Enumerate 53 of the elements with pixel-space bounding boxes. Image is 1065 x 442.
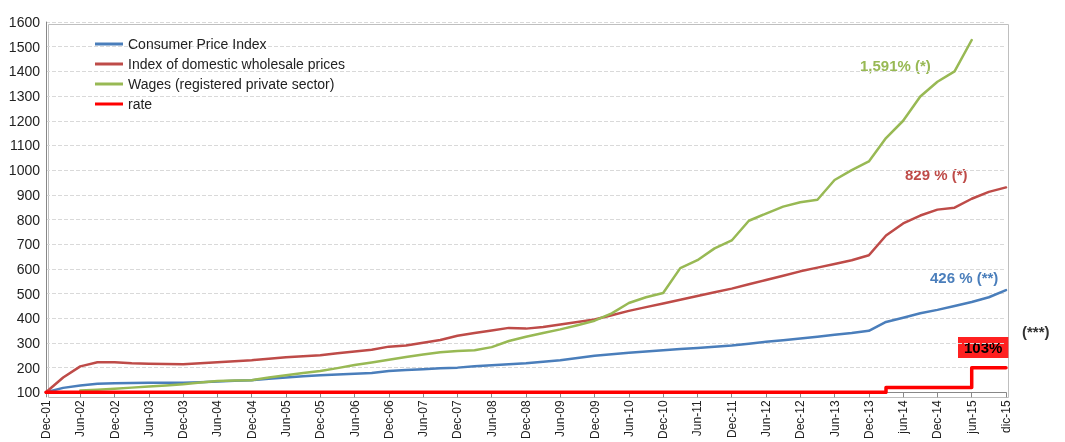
- x-tick-label: Dec-01: [39, 399, 53, 439]
- x-tick-label: Dec-13: [861, 399, 876, 439]
- annotation: 1,591% (*): [860, 57, 931, 74]
- x-tick-label: Jun-10: [621, 400, 636, 438]
- x-tick-label: Dec-10: [656, 399, 671, 439]
- x-tick-label: Dec-06: [381, 399, 396, 439]
- text: (***): [1022, 323, 1050, 340]
- x-tick-label: Dec-02: [107, 399, 122, 439]
- y-tick-label: 100: [16, 384, 41, 401]
- x-tick-label: Jun-03: [141, 400, 156, 438]
- x-tick-label: Dec-05: [313, 399, 328, 439]
- x-tick-label: Dec-03: [176, 399, 191, 439]
- legend-label: Consumer Price Index: [128, 36, 267, 52]
- y-tick-label: 900: [16, 186, 41, 203]
- x-tick-label: Dec-14: [930, 399, 945, 439]
- y-tick-label: 400: [16, 310, 41, 327]
- y-tick-label: 1200: [8, 112, 41, 129]
- x-tick-label: Jun-08: [484, 400, 499, 438]
- y-tick-label: 200: [16, 359, 41, 376]
- x-tick-label: Jun-05: [279, 400, 293, 438]
- y-tick-label: 1600: [8, 14, 41, 30]
- y-tick-label: 800: [16, 211, 41, 228]
- x-tick-label: jun-14: [896, 399, 911, 435]
- x-tick-label: Dec-12: [793, 399, 808, 439]
- y-tick-label: 700: [16, 236, 41, 253]
- y-tick-label: 300: [16, 334, 41, 351]
- x-tick-label: Jun-02: [73, 400, 88, 438]
- x-tick-label: Dec-09: [587, 399, 602, 439]
- x-tick-label: Jun-12: [759, 400, 773, 438]
- y-tick-label: 1000: [8, 162, 41, 179]
- x-tick-label: Dec-08: [519, 399, 533, 439]
- y-tick-label: 1100: [9, 137, 41, 154]
- x-tick-label: Dec-04: [244, 399, 259, 439]
- x-tick-label: Jun-04: [210, 400, 225, 438]
- x-tick-label: Jun-13: [827, 400, 842, 438]
- y-tick-label: 500: [16, 285, 41, 302]
- x-tick-label: Dec-07: [450, 399, 465, 439]
- y-tick-label: 1400: [8, 63, 41, 80]
- y-tick-label: 1500: [8, 38, 41, 55]
- legend-label: Wages (registered private sector): [128, 76, 335, 92]
- x-tick-label: Jun-09: [553, 400, 568, 438]
- x-tick-label: Dec-11: [724, 399, 739, 439]
- y-tick-label: 600: [16, 260, 41, 277]
- x-tick-label: Jun-07: [416, 400, 431, 438]
- x-tick-label: dic-15: [999, 399, 1013, 433]
- x-tick-label: Jun-11: [690, 400, 705, 437]
- legend-label: rate: [128, 96, 153, 112]
- x-tick-label: jun-15: [964, 399, 979, 435]
- legend-label: Index of domestic wholesale prices: [128, 56, 346, 72]
- annotation: 103%: [964, 339, 1003, 356]
- annotation: 426 % (**): [930, 269, 999, 286]
- y-tick-label: 1300: [8, 88, 41, 105]
- x-tick-label: Jun-06: [347, 400, 362, 438]
